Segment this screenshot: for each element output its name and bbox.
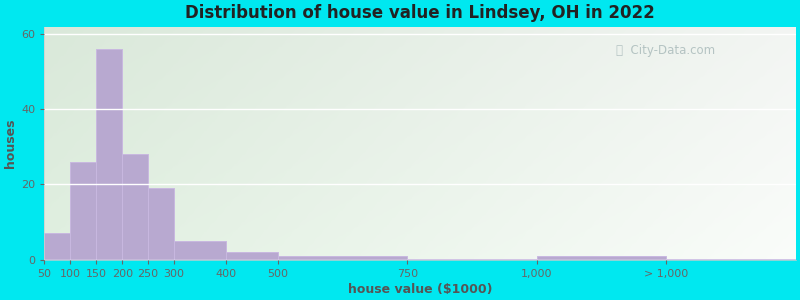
Bar (407, 259, 537, 260)
Bar (174, 241, 226, 260)
Bar (226, 252, 278, 260)
Title: Distribution of house value in Lindsey, OH in 2022: Distribution of house value in Lindsey, … (186, 4, 655, 22)
Bar (45, 233, 70, 260)
Bar (70, 162, 96, 260)
Bar (666, 259, 796, 260)
Bar (278, 256, 407, 260)
Bar (122, 154, 148, 260)
Bar (96, 49, 122, 260)
Bar (537, 256, 666, 260)
Text: ⓘ  City-Data.com: ⓘ City-Data.com (615, 44, 714, 58)
Y-axis label: houses: houses (4, 118, 17, 168)
Bar (148, 188, 174, 260)
X-axis label: house value ($1000): house value ($1000) (348, 283, 493, 296)
